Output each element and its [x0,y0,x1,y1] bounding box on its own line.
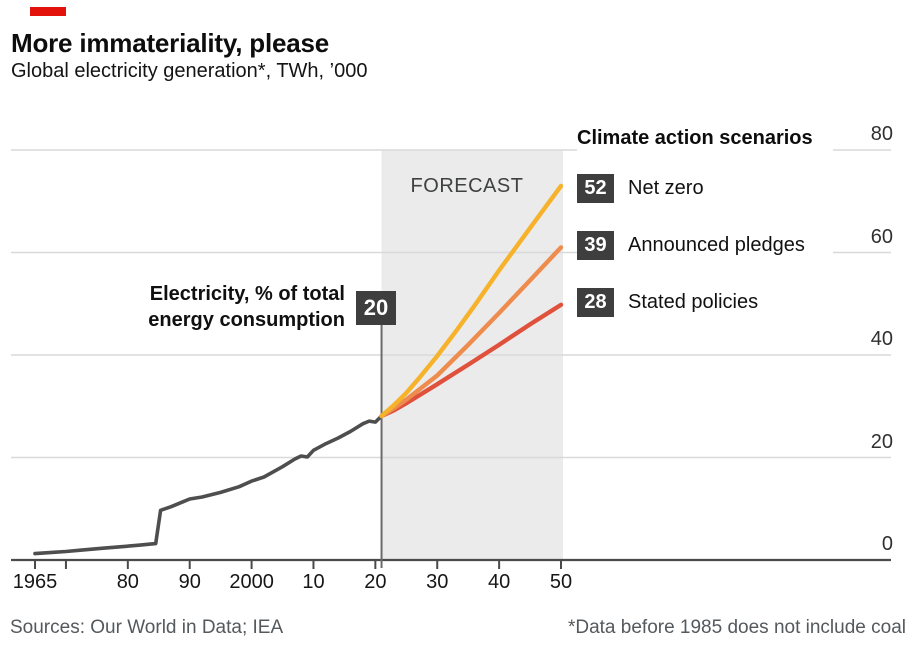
legend-scenario-label: Stated policies [628,291,759,313]
electricity-share-badge: 20 [356,291,396,325]
y-axis-label: 20 [870,430,893,453]
x-axis-label: 10 [302,571,325,593]
y-axis-label: 40 [870,328,893,350]
x-axis-label: 2000 [229,571,274,593]
legend-share-badge: 39 [577,231,614,260]
electricity-share-annotation-line2: energy consumption [148,309,345,331]
red-accent-tag [30,7,66,16]
x-axis-label: 1965 [12,571,58,593]
historical-line [33,414,384,556]
x-axis-label: 90 [178,571,201,593]
y-axis-label: 80 [870,123,893,145]
legend-title: Climate action scenarios [577,127,813,149]
scenario-legend: Climate action scenarios 52 Net zero 39 Ann… [577,124,833,345]
legend-share-badge: 52 [577,174,614,203]
electricity-share-annotation: Electricity, % of total energy consumpti… [148,281,345,333]
x-axis-label: 80 [116,571,139,593]
x-axis-label: 20 [364,571,387,593]
electricity-share-annotation-line1: Electricity, % of total [149,283,345,305]
scenario-line-announced-pledges [379,245,564,419]
chart-title: More immateriality, please [11,28,330,58]
legend-rows: 52 Net zero 39 Announced pledges 28 Stated po… [577,174,833,317]
legend-scenario-label: Net zero [628,177,704,199]
footnote-text: *Data before 1985 does not include coal [567,617,906,638]
scenario-line-net-zero [379,183,564,419]
x-axis-label: 50 [549,571,573,593]
forecast-region-label: FORECAST [410,175,524,197]
legend-share-badge: 28 [577,288,614,317]
y-axis-label: 0 [881,533,893,555]
legend-row: 28 Stated policies [577,288,833,317]
legend-row: 39 Announced pledges [577,231,833,260]
sources-text: Sources: Our World in Data; IEA [10,617,284,638]
y-axis-label: 60 [870,225,893,248]
x-axis-label: 30 [426,571,449,593]
chart-subtitle: Global electricity generation*, TWh, ’00… [11,60,368,82]
x-axis-label: 40 [487,571,511,593]
legend-row: 52 Net zero [577,174,833,203]
legend-scenario-label: Announced pledges [628,234,805,256]
chart-footer: Sources: Our World in Data; IEA *Data be… [10,617,906,639]
